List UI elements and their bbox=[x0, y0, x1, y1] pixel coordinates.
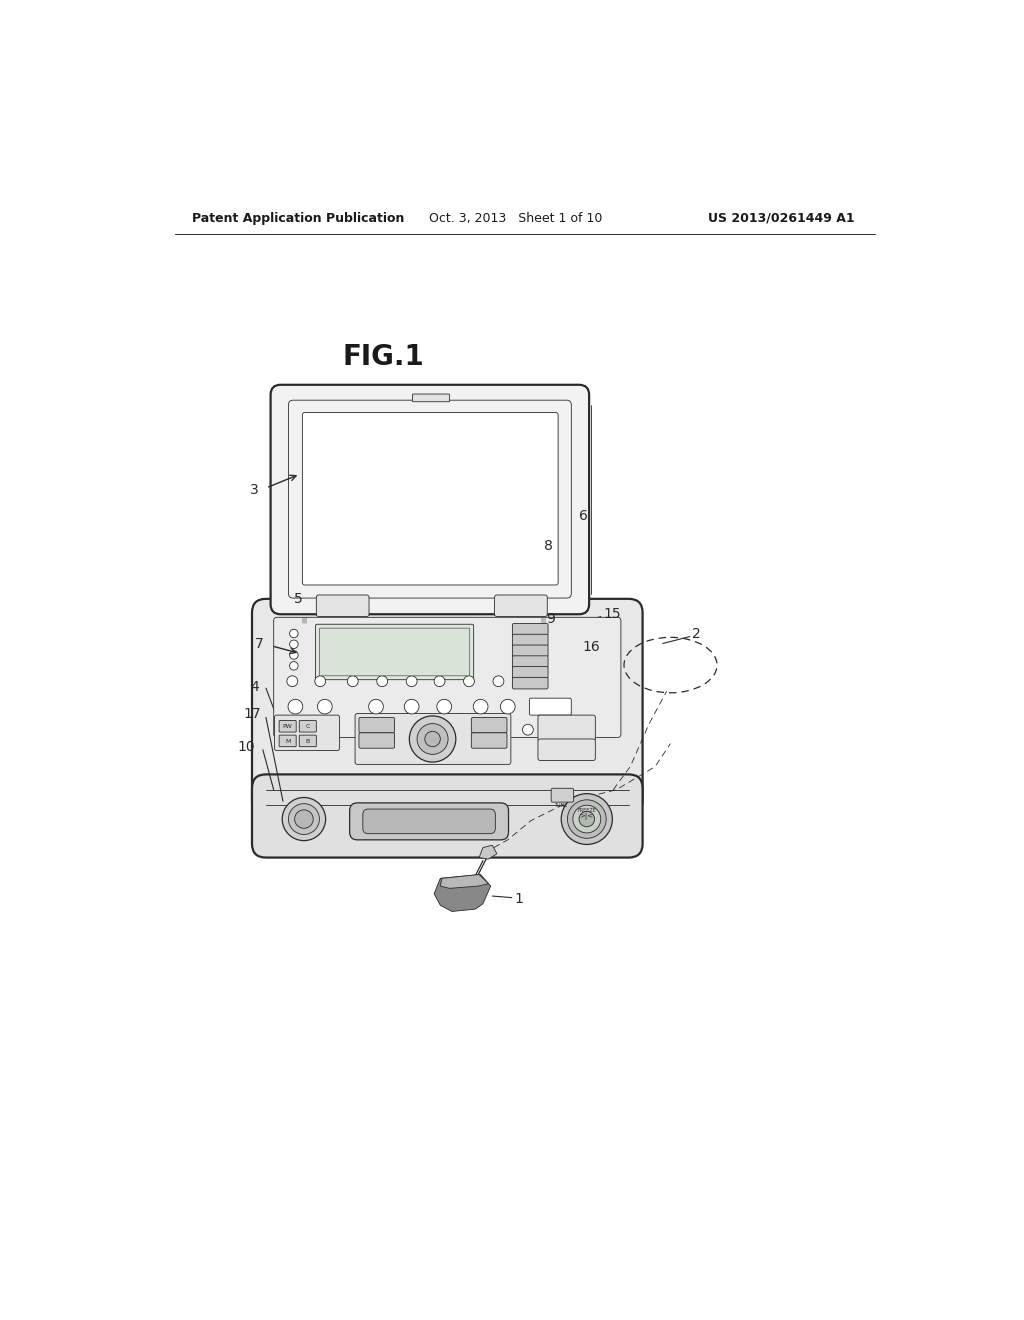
FancyBboxPatch shape bbox=[299, 735, 316, 747]
FancyBboxPatch shape bbox=[274, 715, 340, 751]
Text: 9: 9 bbox=[547, 612, 555, 626]
Circle shape bbox=[377, 676, 388, 686]
Text: 6: 6 bbox=[579, 510, 588, 524]
Text: US 2013/0261449 A1: US 2013/0261449 A1 bbox=[708, 213, 854, 224]
FancyBboxPatch shape bbox=[471, 733, 507, 748]
Circle shape bbox=[347, 676, 358, 686]
Circle shape bbox=[295, 810, 313, 829]
FancyBboxPatch shape bbox=[349, 803, 509, 840]
Text: Oct. 3, 2013   Sheet 1 of 10: Oct. 3, 2013 Sheet 1 of 10 bbox=[429, 213, 602, 224]
Text: C: C bbox=[305, 725, 310, 729]
Polygon shape bbox=[440, 874, 488, 888]
Polygon shape bbox=[479, 845, 497, 859]
Text: 8: 8 bbox=[544, 539, 553, 553]
Circle shape bbox=[290, 651, 298, 659]
Text: 16: 16 bbox=[583, 640, 601, 655]
FancyBboxPatch shape bbox=[302, 412, 558, 585]
Text: PW: PW bbox=[283, 725, 293, 729]
Text: 17: 17 bbox=[243, 708, 261, 721]
FancyBboxPatch shape bbox=[316, 595, 369, 616]
FancyBboxPatch shape bbox=[273, 618, 621, 738]
Circle shape bbox=[290, 661, 298, 671]
Text: 5: 5 bbox=[294, 591, 303, 606]
FancyBboxPatch shape bbox=[319, 628, 470, 676]
Polygon shape bbox=[434, 874, 490, 911]
Circle shape bbox=[407, 676, 417, 686]
Circle shape bbox=[290, 640, 298, 648]
FancyBboxPatch shape bbox=[355, 714, 511, 764]
Text: |||: ||| bbox=[302, 618, 307, 623]
FancyBboxPatch shape bbox=[299, 721, 316, 733]
Circle shape bbox=[473, 700, 488, 714]
Circle shape bbox=[425, 731, 440, 747]
Circle shape bbox=[369, 700, 383, 714]
Circle shape bbox=[522, 725, 534, 735]
Text: Patent Application Publication: Patent Application Publication bbox=[191, 213, 403, 224]
FancyBboxPatch shape bbox=[529, 698, 571, 715]
Text: M: M bbox=[285, 739, 291, 743]
Text: 15: 15 bbox=[604, 607, 622, 622]
Text: |||: ||| bbox=[541, 618, 546, 623]
Circle shape bbox=[567, 800, 606, 838]
FancyBboxPatch shape bbox=[538, 739, 595, 760]
Text: 2: 2 bbox=[692, 627, 701, 642]
Circle shape bbox=[317, 700, 332, 714]
FancyBboxPatch shape bbox=[315, 624, 474, 680]
Text: 3: 3 bbox=[250, 483, 259, 496]
Text: 10: 10 bbox=[237, 741, 255, 755]
Circle shape bbox=[434, 676, 445, 686]
Text: TUNE: TUNE bbox=[554, 803, 567, 808]
Text: 4: 4 bbox=[250, 680, 259, 693]
FancyBboxPatch shape bbox=[280, 735, 296, 747]
Circle shape bbox=[501, 700, 515, 714]
FancyBboxPatch shape bbox=[359, 733, 394, 748]
FancyBboxPatch shape bbox=[512, 667, 548, 678]
Circle shape bbox=[464, 676, 474, 686]
Circle shape bbox=[561, 793, 612, 845]
Text: >|<: >|< bbox=[580, 813, 594, 820]
Circle shape bbox=[410, 715, 456, 762]
FancyBboxPatch shape bbox=[362, 809, 496, 834]
Circle shape bbox=[283, 797, 326, 841]
Text: 7: 7 bbox=[255, 636, 264, 651]
FancyBboxPatch shape bbox=[512, 677, 548, 689]
FancyBboxPatch shape bbox=[512, 645, 548, 656]
Circle shape bbox=[579, 812, 595, 826]
FancyBboxPatch shape bbox=[252, 775, 643, 858]
Circle shape bbox=[493, 676, 504, 686]
Circle shape bbox=[437, 700, 452, 714]
Circle shape bbox=[572, 805, 601, 833]
Circle shape bbox=[404, 700, 419, 714]
FancyBboxPatch shape bbox=[359, 718, 394, 733]
Circle shape bbox=[289, 804, 319, 834]
FancyBboxPatch shape bbox=[512, 623, 548, 635]
FancyBboxPatch shape bbox=[538, 715, 595, 742]
Circle shape bbox=[314, 676, 326, 686]
FancyBboxPatch shape bbox=[280, 721, 296, 733]
FancyBboxPatch shape bbox=[471, 718, 507, 733]
Text: 1: 1 bbox=[514, 892, 523, 906]
FancyBboxPatch shape bbox=[512, 635, 548, 645]
Text: FIG.1: FIG.1 bbox=[343, 343, 425, 371]
FancyBboxPatch shape bbox=[512, 656, 548, 668]
Circle shape bbox=[288, 700, 303, 714]
Circle shape bbox=[417, 723, 449, 755]
FancyBboxPatch shape bbox=[551, 788, 573, 803]
FancyBboxPatch shape bbox=[413, 395, 450, 401]
Circle shape bbox=[290, 630, 298, 638]
Text: B: B bbox=[306, 739, 310, 743]
FancyBboxPatch shape bbox=[495, 595, 547, 616]
Text: FREEZE: FREEZE bbox=[578, 808, 596, 813]
FancyBboxPatch shape bbox=[252, 599, 643, 816]
Circle shape bbox=[287, 676, 298, 686]
FancyBboxPatch shape bbox=[270, 385, 589, 614]
